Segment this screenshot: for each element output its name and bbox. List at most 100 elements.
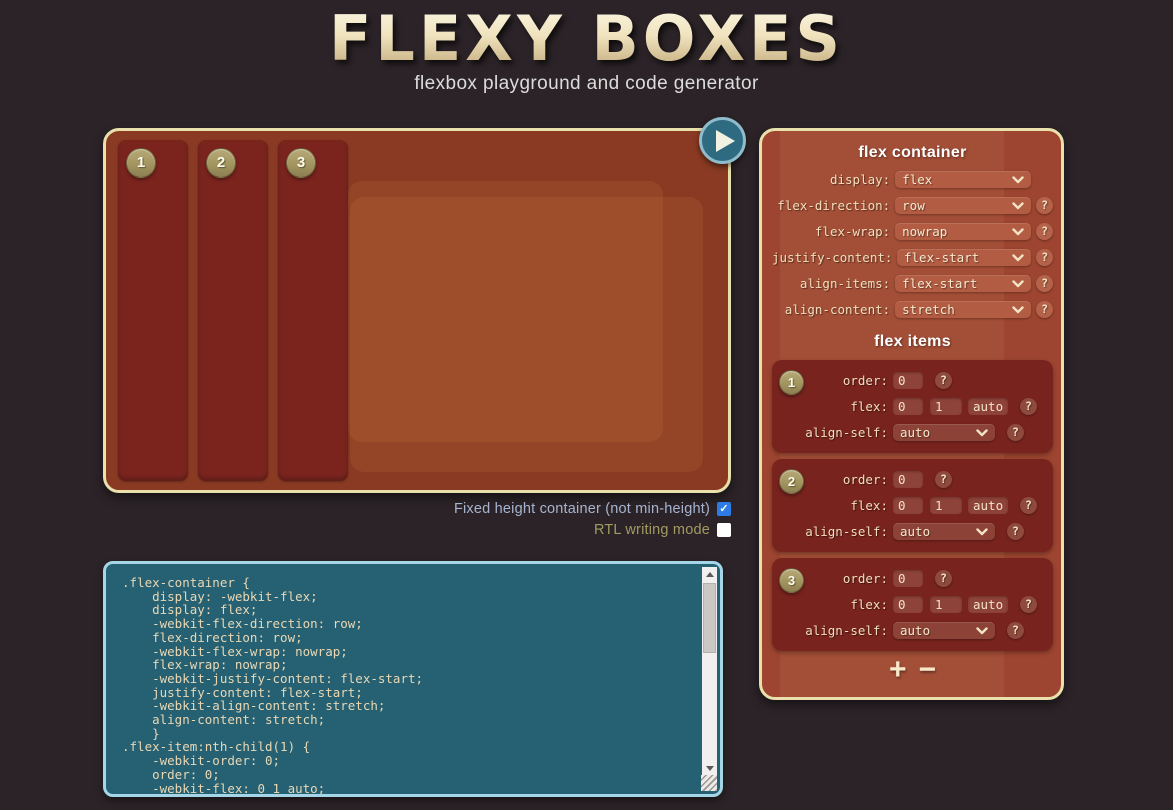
flex-wrap-label: flex-wrap: bbox=[814, 224, 891, 239]
flex-row: flex: ? bbox=[782, 398, 1043, 415]
css-code[interactable]: .flex-container { display: -webkit-flex;… bbox=[122, 575, 424, 796]
chevron-down-icon bbox=[1012, 253, 1025, 261]
flex-grow-input[interactable] bbox=[893, 497, 923, 514]
flex-shrink-input[interactable] bbox=[930, 497, 962, 514]
run-play-button[interactable] bbox=[699, 117, 746, 164]
flex-direction-select[interactable]: row bbox=[895, 197, 1032, 214]
fixed-height-checkbox[interactable]: ✓ bbox=[717, 502, 731, 516]
scroll-up-icon[interactable] bbox=[702, 567, 717, 581]
align-content-select[interactable]: stretch bbox=[895, 301, 1032, 318]
css-code-output[interactable]: .flex-container { display: -webkit-flex;… bbox=[103, 561, 723, 797]
item-number-badge: 3 bbox=[779, 568, 804, 593]
rtl-checkbox[interactable]: ✓ bbox=[717, 523, 731, 537]
order-row: order: ? bbox=[782, 471, 1043, 488]
help-spacer bbox=[1031, 171, 1053, 188]
code-scrollbar[interactable] bbox=[702, 567, 717, 775]
align-items-select[interactable]: flex-start bbox=[895, 275, 1032, 292]
align-self-label: align-self: bbox=[805, 425, 888, 440]
align-content-label: align-content: bbox=[784, 302, 891, 317]
rtl-label: RTL writing mode bbox=[593, 522, 710, 538]
justify-content-help-button[interactable]: ? bbox=[1036, 249, 1053, 266]
resize-grip-icon[interactable] bbox=[701, 775, 717, 791]
flex-basis-input[interactable] bbox=[968, 596, 1008, 613]
preview-flex-item-1: 1 bbox=[118, 140, 188, 481]
order-help-button[interactable]: ? bbox=[935, 372, 952, 389]
preview-ghost-overlay bbox=[348, 181, 663, 442]
align-self-help-button[interactable]: ? bbox=[1007, 424, 1024, 441]
align-self-label: align-self: bbox=[805, 524, 888, 539]
flex-item-card-2: 2 order: ? flex: ? align-self: auto ? bbox=[772, 459, 1053, 552]
preview-flex-area: 1 2 3 bbox=[106, 131, 728, 490]
flex-container-title: flex container bbox=[858, 144, 967, 161]
preview-flex-item-2: 2 bbox=[198, 140, 268, 481]
order-label: order: bbox=[842, 373, 888, 388]
flex-help-button[interactable]: ? bbox=[1020, 398, 1037, 415]
align-self-row: align-self: auto ? bbox=[782, 424, 1043, 441]
chevron-down-icon bbox=[976, 626, 988, 634]
row-flex-wrap: flex-wrap: nowrap ? bbox=[772, 223, 1053, 240]
align-self-row: align-self: auto ? bbox=[782, 622, 1043, 639]
flex-grow-input[interactable] bbox=[893, 398, 923, 415]
item-add-remove-controls: + − bbox=[772, 653, 1053, 686]
item-number-badge: 2 bbox=[779, 469, 804, 494]
scroll-down-icon[interactable] bbox=[702, 761, 717, 775]
align-self-select[interactable]: auto bbox=[893, 622, 995, 639]
order-help-button[interactable]: ? bbox=[935, 471, 952, 488]
flex-basis-input[interactable] bbox=[968, 497, 1008, 514]
flex-label: flex: bbox=[850, 498, 888, 513]
flex-item-card-1: 1 order: ? flex: ? align-self: auto ? bbox=[772, 360, 1053, 453]
play-icon bbox=[715, 129, 735, 152]
fixed-height-option: Fixed height container (not min-height) … bbox=[454, 501, 731, 517]
row-align-items: align-items: flex-start ? bbox=[772, 275, 1053, 292]
page-title: FLEXY BOXES bbox=[328, 2, 845, 75]
flex-shrink-input[interactable] bbox=[930, 596, 962, 613]
order-row: order: ? bbox=[782, 372, 1043, 389]
row-justify-content: justify-content: flex-start ? bbox=[772, 249, 1053, 266]
justify-content-label: justify-content: bbox=[772, 250, 893, 265]
settings-panel: flex container display: flex flex-direct… bbox=[759, 128, 1064, 700]
align-self-select[interactable]: auto bbox=[893, 523, 995, 540]
flex-items-title: flex items bbox=[874, 333, 951, 350]
align-self-help-button[interactable]: ? bbox=[1007, 523, 1024, 540]
preview-flex-item-3: 3 bbox=[278, 140, 348, 481]
order-input[interactable] bbox=[893, 471, 923, 488]
remove-item-button[interactable]: − bbox=[918, 653, 937, 686]
order-help-button[interactable]: ? bbox=[935, 570, 952, 587]
flex-help-button[interactable]: ? bbox=[1020, 596, 1037, 613]
add-item-button[interactable]: + bbox=[888, 653, 907, 686]
scrollbar-thumb[interactable] bbox=[703, 583, 716, 653]
flex-shrink-input[interactable] bbox=[930, 398, 962, 415]
order-label: order: bbox=[842, 571, 888, 586]
flex-wrap-help-button[interactable]: ? bbox=[1036, 223, 1053, 240]
page-subtitle: flexbox playground and code generator bbox=[414, 73, 759, 94]
preview-ghost-overlay bbox=[350, 197, 703, 472]
chevron-down-icon bbox=[1012, 201, 1024, 209]
order-label: order: bbox=[842, 472, 888, 487]
page-header: FLEXY BOXES flexbox playground and code … bbox=[0, 0, 1173, 95]
order-input[interactable] bbox=[893, 372, 923, 389]
display-select[interactable]: flex bbox=[895, 171, 1032, 188]
flex-preview-container: 1 2 3 bbox=[103, 128, 731, 493]
flex-help-button[interactable]: ? bbox=[1020, 497, 1037, 514]
justify-content-select[interactable]: flex-start bbox=[897, 249, 1032, 266]
order-input[interactable] bbox=[893, 570, 923, 587]
row-display: display: flex bbox=[772, 171, 1053, 188]
chevron-down-icon bbox=[1012, 279, 1024, 287]
rtl-option: RTL writing mode ✓ bbox=[594, 522, 731, 538]
align-content-help-button[interactable]: ? bbox=[1036, 301, 1053, 318]
item-number-badge: 1 bbox=[126, 148, 156, 178]
flex-direction-help-button[interactable]: ? bbox=[1036, 197, 1053, 214]
align-self-help-button[interactable]: ? bbox=[1007, 622, 1024, 639]
chevron-down-icon bbox=[1012, 305, 1024, 313]
align-items-label: align-items: bbox=[799, 276, 891, 291]
item-number-badge: 1 bbox=[779, 370, 804, 395]
row-flex-direction: flex-direction: row ? bbox=[772, 197, 1053, 214]
flex-basis-input[interactable] bbox=[968, 398, 1008, 415]
align-self-select[interactable]: auto bbox=[893, 424, 995, 441]
align-self-row: align-self: auto ? bbox=[782, 523, 1043, 540]
flex-grow-input[interactable] bbox=[893, 596, 923, 613]
flex-row: flex: ? bbox=[782, 596, 1043, 613]
flex-direction-label: flex-direction: bbox=[777, 198, 891, 213]
flex-wrap-select[interactable]: nowrap bbox=[895, 223, 1032, 240]
align-items-help-button[interactable]: ? bbox=[1036, 275, 1053, 292]
